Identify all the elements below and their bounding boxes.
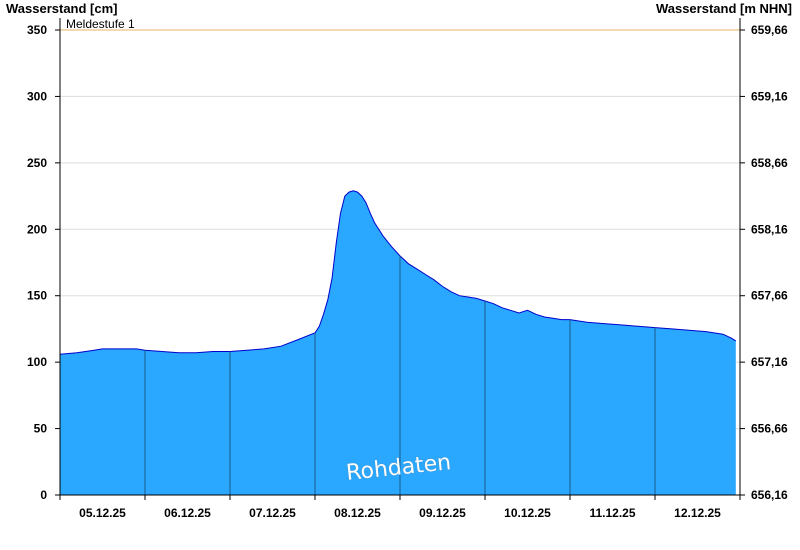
right-axis-title: Wasserstand [m NHN] <box>655 1 792 16</box>
x-tick-label: 05.12.25 <box>79 506 126 520</box>
x-tick-label: 11.12.25 <box>589 506 635 520</box>
right-tick-label: 657,66 <box>751 289 788 303</box>
water-level-line <box>59 190 737 355</box>
x-tick-label: 08.12.25 <box>334 506 381 520</box>
left-tick-label: 350 <box>27 23 47 37</box>
right-tick-label: 657,16 <box>751 355 788 369</box>
right-tick-label: 656,16 <box>751 488 788 502</box>
left-tick-label: 150 <box>27 289 47 303</box>
left-tick-label: 50 <box>34 422 48 436</box>
water-level-area <box>60 190 736 496</box>
threshold-label: Meldestufe 1 <box>66 17 135 31</box>
area-layer <box>59 190 737 496</box>
x-tick-label: 06.12.25 <box>164 506 211 520</box>
right-tick-label: 659,66 <box>751 23 788 37</box>
x-tick-label: 10.12.25 <box>504 506 551 520</box>
right-tick-label: 658,16 <box>751 222 788 236</box>
left-tick-label: 300 <box>27 89 47 103</box>
left-tick-label: 100 <box>27 355 47 369</box>
left-axis-title: Wasserstand [cm] <box>6 1 118 16</box>
label-layer: 350 659,66 300 659,16 250 658,66 200 658,16 150 6… <box>27 23 788 520</box>
x-tick-label: 12.12.25 <box>674 506 721 520</box>
right-tick-label: 659,16 <box>751 89 788 103</box>
right-tick-label: 658,66 <box>751 156 788 170</box>
left-tick-label: 250 <box>27 156 47 170</box>
x-tick-label: 07.12.25 <box>249 506 296 520</box>
axes-layer <box>55 18 745 500</box>
left-tick-label: 0 <box>40 488 47 502</box>
left-tick-label: 200 <box>27 222 47 236</box>
right-tick-label: 656,66 <box>751 422 788 436</box>
x-tick-label: 09.12.25 <box>419 506 466 520</box>
